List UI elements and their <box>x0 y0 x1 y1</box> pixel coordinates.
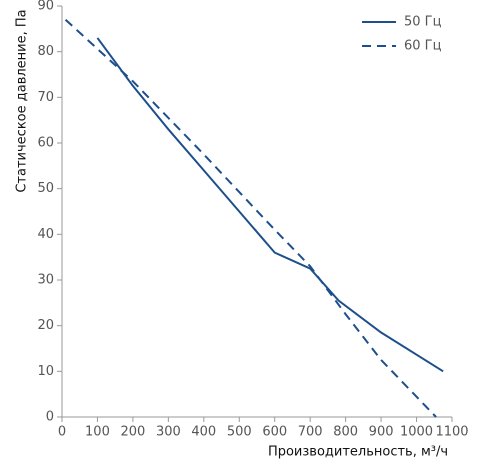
x-axis-label: Производительность, м³/ч <box>268 445 448 460</box>
x-tick-label: 900 <box>369 425 394 440</box>
y-tick-label: 30 <box>37 273 54 288</box>
x-tick-label: 200 <box>120 425 145 440</box>
y-axis-label: Статическое давление, Па <box>15 9 30 192</box>
y-tick-label: 70 <box>37 90 54 105</box>
series-line <box>64 18 437 418</box>
x-tick-label: 800 <box>333 425 358 440</box>
y-tick-label: 90 <box>37 0 54 14</box>
x-tick-label: 700 <box>298 425 323 440</box>
legend-label: 50 Гц <box>404 15 442 30</box>
x-tick-label: 300 <box>156 425 181 440</box>
x-tick-label: 0 <box>58 425 66 440</box>
y-tick-label: 20 <box>37 318 54 333</box>
y-tick-label: 10 <box>37 364 54 379</box>
x-tick-label: 100 <box>85 425 110 440</box>
y-tick-label: 60 <box>37 136 54 151</box>
x-tick-label: 400 <box>191 425 216 440</box>
y-tick-label: 80 <box>37 44 54 59</box>
series-line <box>96 37 444 373</box>
y-tick-label: 50 <box>37 181 54 196</box>
y-tick-label: 0 <box>46 410 54 425</box>
legend-label: 60 Гц <box>404 39 442 54</box>
x-tick-label: 600 <box>262 425 287 440</box>
x-tick-label: 1100 <box>435 425 468 440</box>
x-tick-label: 500 <box>227 425 252 440</box>
x-tick-label: 1000 <box>400 425 433 440</box>
y-tick-label: 40 <box>37 227 54 242</box>
